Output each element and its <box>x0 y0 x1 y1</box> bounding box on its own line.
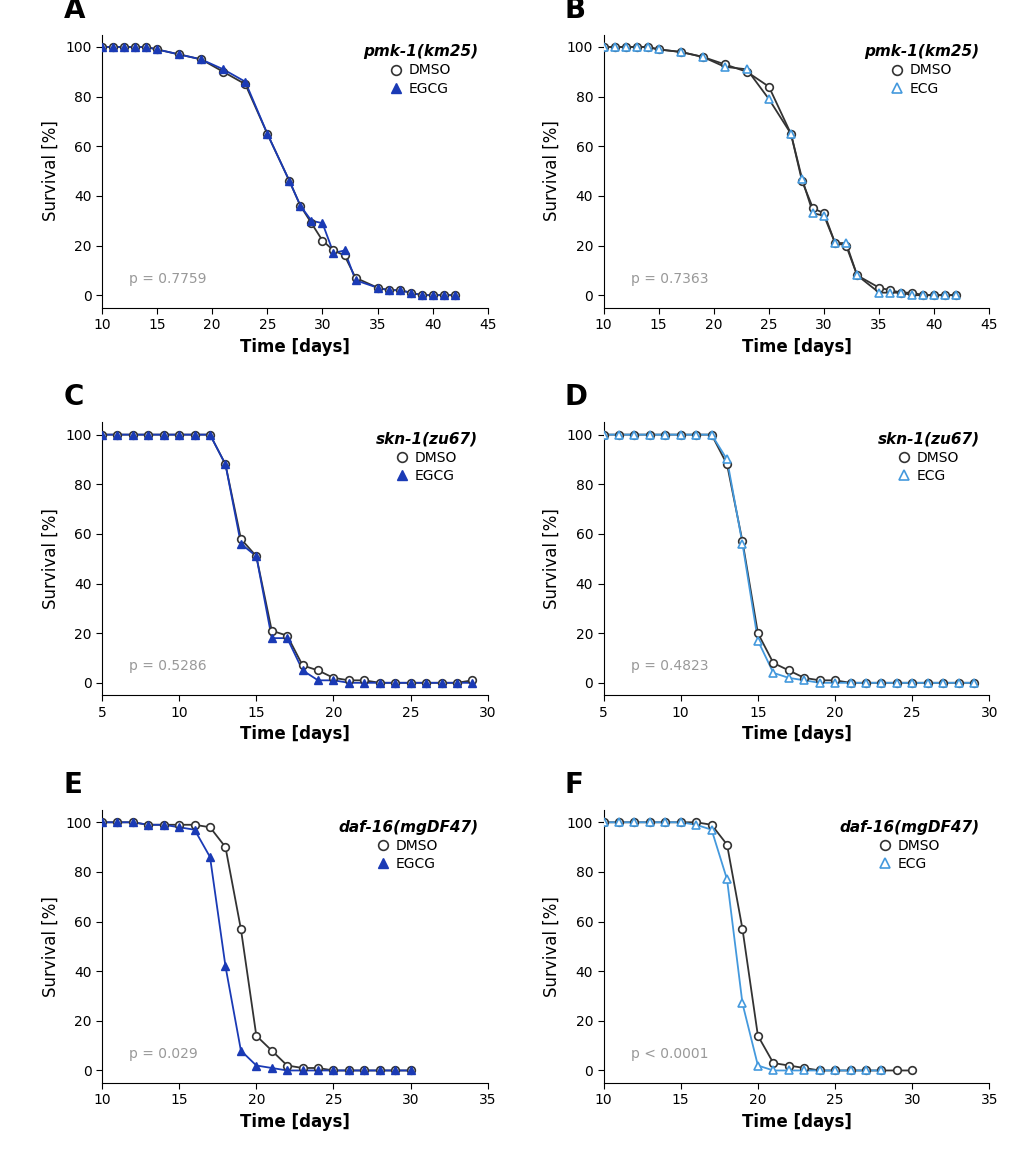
X-axis label: Time [days]: Time [days] <box>239 338 350 356</box>
X-axis label: Time [days]: Time [days] <box>741 338 851 356</box>
Text: A: A <box>63 0 85 24</box>
Legend: DMSO, ECG: DMSO, ECG <box>874 430 981 486</box>
Text: E: E <box>63 771 83 799</box>
Y-axis label: Survival [%]: Survival [%] <box>543 508 560 609</box>
Text: p = 0.5286: p = 0.5286 <box>128 659 207 674</box>
Y-axis label: Survival [%]: Survival [%] <box>42 896 59 996</box>
Y-axis label: Survival [%]: Survival [%] <box>543 896 560 996</box>
Legend: DMSO, EGCG: DMSO, EGCG <box>360 41 480 98</box>
Legend: DMSO, ECG: DMSO, ECG <box>836 817 981 873</box>
Text: p = 0.7759: p = 0.7759 <box>128 272 206 286</box>
X-axis label: Time [days]: Time [days] <box>239 1113 350 1131</box>
Y-axis label: Survival [%]: Survival [%] <box>42 508 59 609</box>
Legend: DMSO, EGCG: DMSO, EGCG <box>373 430 480 486</box>
Text: C: C <box>63 384 84 411</box>
Text: F: F <box>565 771 583 799</box>
Text: D: D <box>565 384 587 411</box>
Y-axis label: Survival [%]: Survival [%] <box>543 121 560 221</box>
Text: p = 0.7363: p = 0.7363 <box>630 272 707 286</box>
Text: p = 0.4823: p = 0.4823 <box>630 659 707 674</box>
Text: p < 0.0001: p < 0.0001 <box>630 1047 707 1061</box>
X-axis label: Time [days]: Time [days] <box>741 726 851 743</box>
Legend: DMSO, EGCG: DMSO, EGCG <box>335 817 480 873</box>
X-axis label: Time [days]: Time [days] <box>741 1113 851 1131</box>
Text: B: B <box>565 0 586 24</box>
X-axis label: Time [days]: Time [days] <box>239 726 350 743</box>
Legend: DMSO, ECG: DMSO, ECG <box>861 41 981 98</box>
Text: p = 0.029: p = 0.029 <box>128 1047 198 1061</box>
Y-axis label: Survival [%]: Survival [%] <box>42 121 59 221</box>
